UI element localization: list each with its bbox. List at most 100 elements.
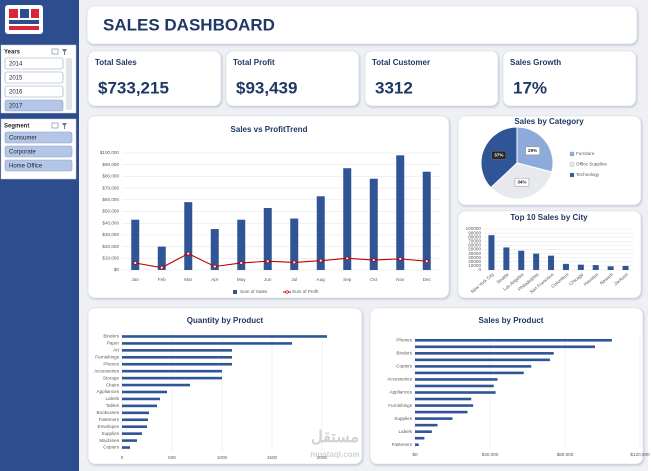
slicer-item[interactable]: [4, 145, 73, 158]
x-tick-label: Oct: [370, 277, 378, 282]
slicer-item-label: Corporate: [9, 150, 36, 156]
bar: [562, 263, 569, 270]
x-tick-label: Feb: [158, 277, 166, 282]
y-tick-label: Binders: [103, 334, 119, 339]
data-label-box: [525, 146, 540, 156]
y-tick-label: Storage: [103, 375, 120, 380]
bar: [122, 376, 222, 380]
bar: [415, 436, 425, 440]
kpi-value: 3312: [375, 78, 413, 97]
line-marker: [265, 259, 270, 264]
y-tick-label: Fasteners: [99, 417, 120, 422]
y-tick-label: $70,000: [102, 185, 119, 190]
x-tick-label: May: [237, 277, 246, 282]
bar: [290, 218, 299, 270]
legend-swatch: [569, 151, 575, 157]
y-tick-label: 60000: [468, 243, 481, 248]
x-tick-label: 1500: [267, 455, 278, 460]
x-tick-label: Nov: [396, 277, 405, 282]
legend-label: Sum of Profit: [292, 289, 319, 294]
scrollbar: [66, 58, 72, 110]
y-tick-label: $90,000: [102, 162, 119, 167]
y-tick-label: Labels: [398, 429, 412, 434]
bar: [210, 229, 219, 270]
chart-title: Top 10 Sales by City: [510, 213, 588, 222]
y-tick-label: Phones: [396, 337, 412, 342]
bar: [415, 430, 432, 433]
line-marker: [398, 256, 403, 261]
y-tick-label: Copiers: [396, 364, 413, 369]
x-tick-label: Mar: [184, 277, 192, 282]
bar: [369, 178, 378, 270]
multi-select-icon[interactable]: [51, 122, 59, 129]
x-tick-label: Sep: [343, 277, 352, 282]
data-label: 37%: [494, 152, 503, 157]
bar: [415, 397, 472, 401]
bar: [577, 264, 584, 270]
y-tick-label: 20000: [468, 259, 481, 264]
x-tick-label: Dec: [423, 277, 432, 282]
slicer-item[interactable]: [4, 99, 64, 112]
bar: [122, 390, 167, 394]
bar: [415, 378, 498, 381]
y-tick-label: Supplies: [101, 431, 119, 436]
x-tick-label: $0: [412, 452, 418, 457]
bar: [422, 171, 431, 270]
bar: [488, 235, 495, 270]
slicer-item[interactable]: [4, 131, 73, 144]
bar: [415, 443, 419, 447]
bar: [415, 365, 532, 368]
slicer-item[interactable]: [4, 57, 64, 70]
bar: [122, 432, 142, 435]
bar: [122, 383, 190, 387]
bar: [415, 423, 438, 427]
y-tick-label: Chairs: [106, 382, 120, 387]
kpi-value: $733,215: [98, 78, 169, 97]
chart-card: [87, 307, 363, 465]
kpi-card: [87, 50, 222, 107]
slicer-item[interactable]: [4, 159, 73, 172]
bar: [396, 155, 405, 270]
bar: [122, 404, 157, 408]
y-tick-label: 30000: [468, 255, 481, 260]
slicer-item[interactable]: [4, 71, 64, 84]
line-marker: [212, 264, 217, 269]
dashboard-title: SALES DASHBOARD: [103, 15, 275, 34]
chart-title: Quantity by Product: [187, 316, 264, 325]
y-tick-label: $50,000: [102, 209, 119, 214]
kpi-card: [225, 50, 360, 107]
y-tick-label: Envelopes: [98, 424, 120, 429]
bar: [415, 417, 453, 420]
line-marker: [186, 251, 191, 256]
bar: [122, 362, 232, 366]
clear-filter-icon[interactable]: [62, 123, 67, 129]
bar: [503, 247, 510, 270]
y-tick-label: Binders: [396, 351, 412, 356]
slicer-item[interactable]: [4, 85, 64, 98]
line-marker: [239, 261, 244, 265]
bar: [122, 446, 130, 449]
kpi-label: Total Sales: [95, 58, 137, 67]
y-tick-label: 10000: [468, 263, 481, 268]
legend-label: Office Supplies: [576, 162, 608, 167]
bar: [415, 391, 496, 394]
x-tick-label: Jun: [264, 277, 272, 282]
y-tick-label: Phones: [103, 361, 119, 366]
y-tick-label: Furnishings: [95, 355, 119, 360]
title-card: [86, 5, 638, 45]
bar: [122, 369, 222, 373]
x-tick-label: $120,000: [630, 452, 650, 457]
clear-filter-icon[interactable]: [62, 49, 67, 55]
chart-card: [369, 307, 644, 465]
chart-card: [457, 210, 642, 299]
multi-select-icon[interactable]: [51, 48, 59, 55]
line-marker: [345, 256, 350, 261]
y-tick-label: Paper: [107, 341, 120, 346]
y-tick-label: Tables: [106, 403, 120, 408]
y-tick-label: 90000: [468, 230, 481, 235]
line-marker: [292, 260, 297, 265]
bar: [415, 404, 474, 407]
legend-label: Technology: [576, 172, 600, 177]
legend-label: Furniture: [576, 151, 595, 156]
y-tick-label: $30,000: [102, 232, 119, 237]
